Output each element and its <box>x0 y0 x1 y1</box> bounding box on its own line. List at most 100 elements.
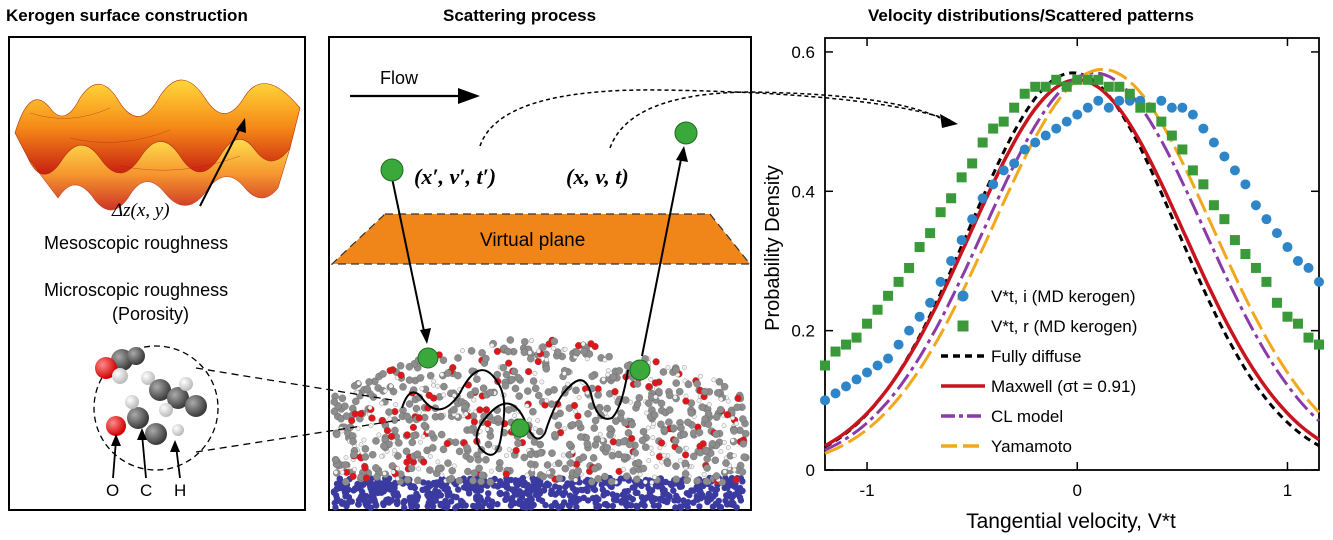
substrate-atom <box>618 499 625 506</box>
kerogen-atom <box>512 413 517 418</box>
kerogen-atom <box>505 359 513 367</box>
data-point-square <box>914 242 925 253</box>
kerogen-atom <box>663 459 672 468</box>
data-point-square <box>1187 165 1198 176</box>
data-point-circle <box>1271 228 1282 239</box>
data-point-square <box>1103 81 1114 92</box>
substrate-atom <box>357 494 364 502</box>
substrate-atom <box>465 490 473 497</box>
kerogen-atom <box>385 408 393 416</box>
data-point-circle <box>956 235 967 246</box>
kerogen-atom <box>338 426 344 432</box>
substrate-atom <box>696 503 703 510</box>
kerogen-atom <box>665 418 673 426</box>
kerogen-atom <box>577 433 585 441</box>
kerogen-atom <box>527 350 533 355</box>
kerogen-atom <box>739 415 747 423</box>
kerogen-atom <box>580 347 588 356</box>
substrate-atom <box>705 490 713 498</box>
incoming-molecule <box>380 158 404 182</box>
substrate-atom <box>443 504 450 511</box>
kerogen-atom <box>712 430 720 438</box>
kerogen-atom <box>628 434 636 443</box>
substrate-atom <box>427 482 434 489</box>
substrate-atom <box>723 501 731 508</box>
data-point-square <box>1124 88 1135 99</box>
kerogen-atom <box>635 394 644 402</box>
kerogen-atom <box>701 387 709 396</box>
kerogen-atom <box>425 391 433 399</box>
substrate-atom <box>502 491 509 498</box>
y-tick-label: 0.4 <box>791 182 815 201</box>
kerogen-atom <box>560 452 566 458</box>
kerogen-atom <box>536 449 545 457</box>
kerogen-atom <box>451 393 457 398</box>
kerogen-atom <box>466 391 475 399</box>
kerogen-atom <box>399 383 407 391</box>
substrate-atom <box>500 481 507 488</box>
kerogen-atom <box>330 398 339 406</box>
kerogen-atom <box>722 459 730 467</box>
kerogen-atom <box>349 472 357 480</box>
kerogen-atom <box>575 419 583 428</box>
kerogen-atom <box>703 464 711 472</box>
data-point-circle <box>830 388 841 399</box>
substrate-atom <box>502 496 509 503</box>
kerogen-atom <box>672 475 680 484</box>
data-point-square <box>872 304 883 315</box>
kerogen-atom <box>379 453 384 459</box>
data-point-square <box>977 137 988 148</box>
kerogen-atom <box>373 473 381 481</box>
kerogen-atom <box>682 365 687 370</box>
kerogen-atom <box>670 424 678 432</box>
kerogen-atom <box>579 453 588 461</box>
kerogen-atom <box>580 341 586 347</box>
kerogen-atom <box>682 397 690 405</box>
kerogen-atom <box>653 394 658 400</box>
kerogen-atom <box>441 392 446 398</box>
kerogen-atom <box>439 356 448 364</box>
kerogen-atom <box>534 358 542 366</box>
kerogen-atom <box>642 479 648 485</box>
kerogen-atom <box>448 467 456 475</box>
kerogen-atom <box>469 476 477 485</box>
kerogen-atom <box>467 347 476 355</box>
kerogen-atom <box>437 430 446 439</box>
substrate-atom <box>385 480 392 487</box>
porosity-label: (Porosity) <box>112 304 190 324</box>
substrate-atom <box>674 495 681 502</box>
data-point-square <box>1282 311 1293 322</box>
kerogen-atom <box>633 475 641 484</box>
substrate-atom <box>609 502 617 510</box>
data-point-circle <box>946 255 957 266</box>
kerogen-atom <box>570 449 576 455</box>
kerogen-atom <box>403 412 411 421</box>
kerogen-substrate <box>330 336 750 512</box>
kerogen-atom <box>601 376 606 382</box>
kerogen-atom <box>426 371 435 380</box>
substrate-atom <box>707 495 715 502</box>
kerogen-atom <box>687 409 696 417</box>
data-point-square <box>1114 81 1125 92</box>
data-point-circle <box>872 360 883 371</box>
kerogen-atom <box>695 428 704 437</box>
kerogen-atom <box>631 449 639 457</box>
kerogen-atom <box>431 378 437 384</box>
data-point-square <box>1229 235 1240 246</box>
kerogen-atom <box>520 348 529 357</box>
data-point-circle <box>1303 262 1314 273</box>
kerogen-atom <box>566 459 575 467</box>
kerogen-atom <box>605 352 613 361</box>
kerogen-atom <box>671 437 680 445</box>
kerogen-atom <box>494 415 502 423</box>
kerogen-atom <box>361 437 367 443</box>
kerogen-atom <box>701 415 709 423</box>
kerogen-atom <box>394 452 402 460</box>
substrate-atom <box>573 497 581 505</box>
substrate-atom <box>393 500 401 508</box>
substrate-atom <box>373 502 380 509</box>
kerogen-atom <box>380 442 388 450</box>
kerogen-atom <box>407 464 416 473</box>
kerogen-atom <box>512 446 520 455</box>
kerogen-atom <box>544 398 549 403</box>
